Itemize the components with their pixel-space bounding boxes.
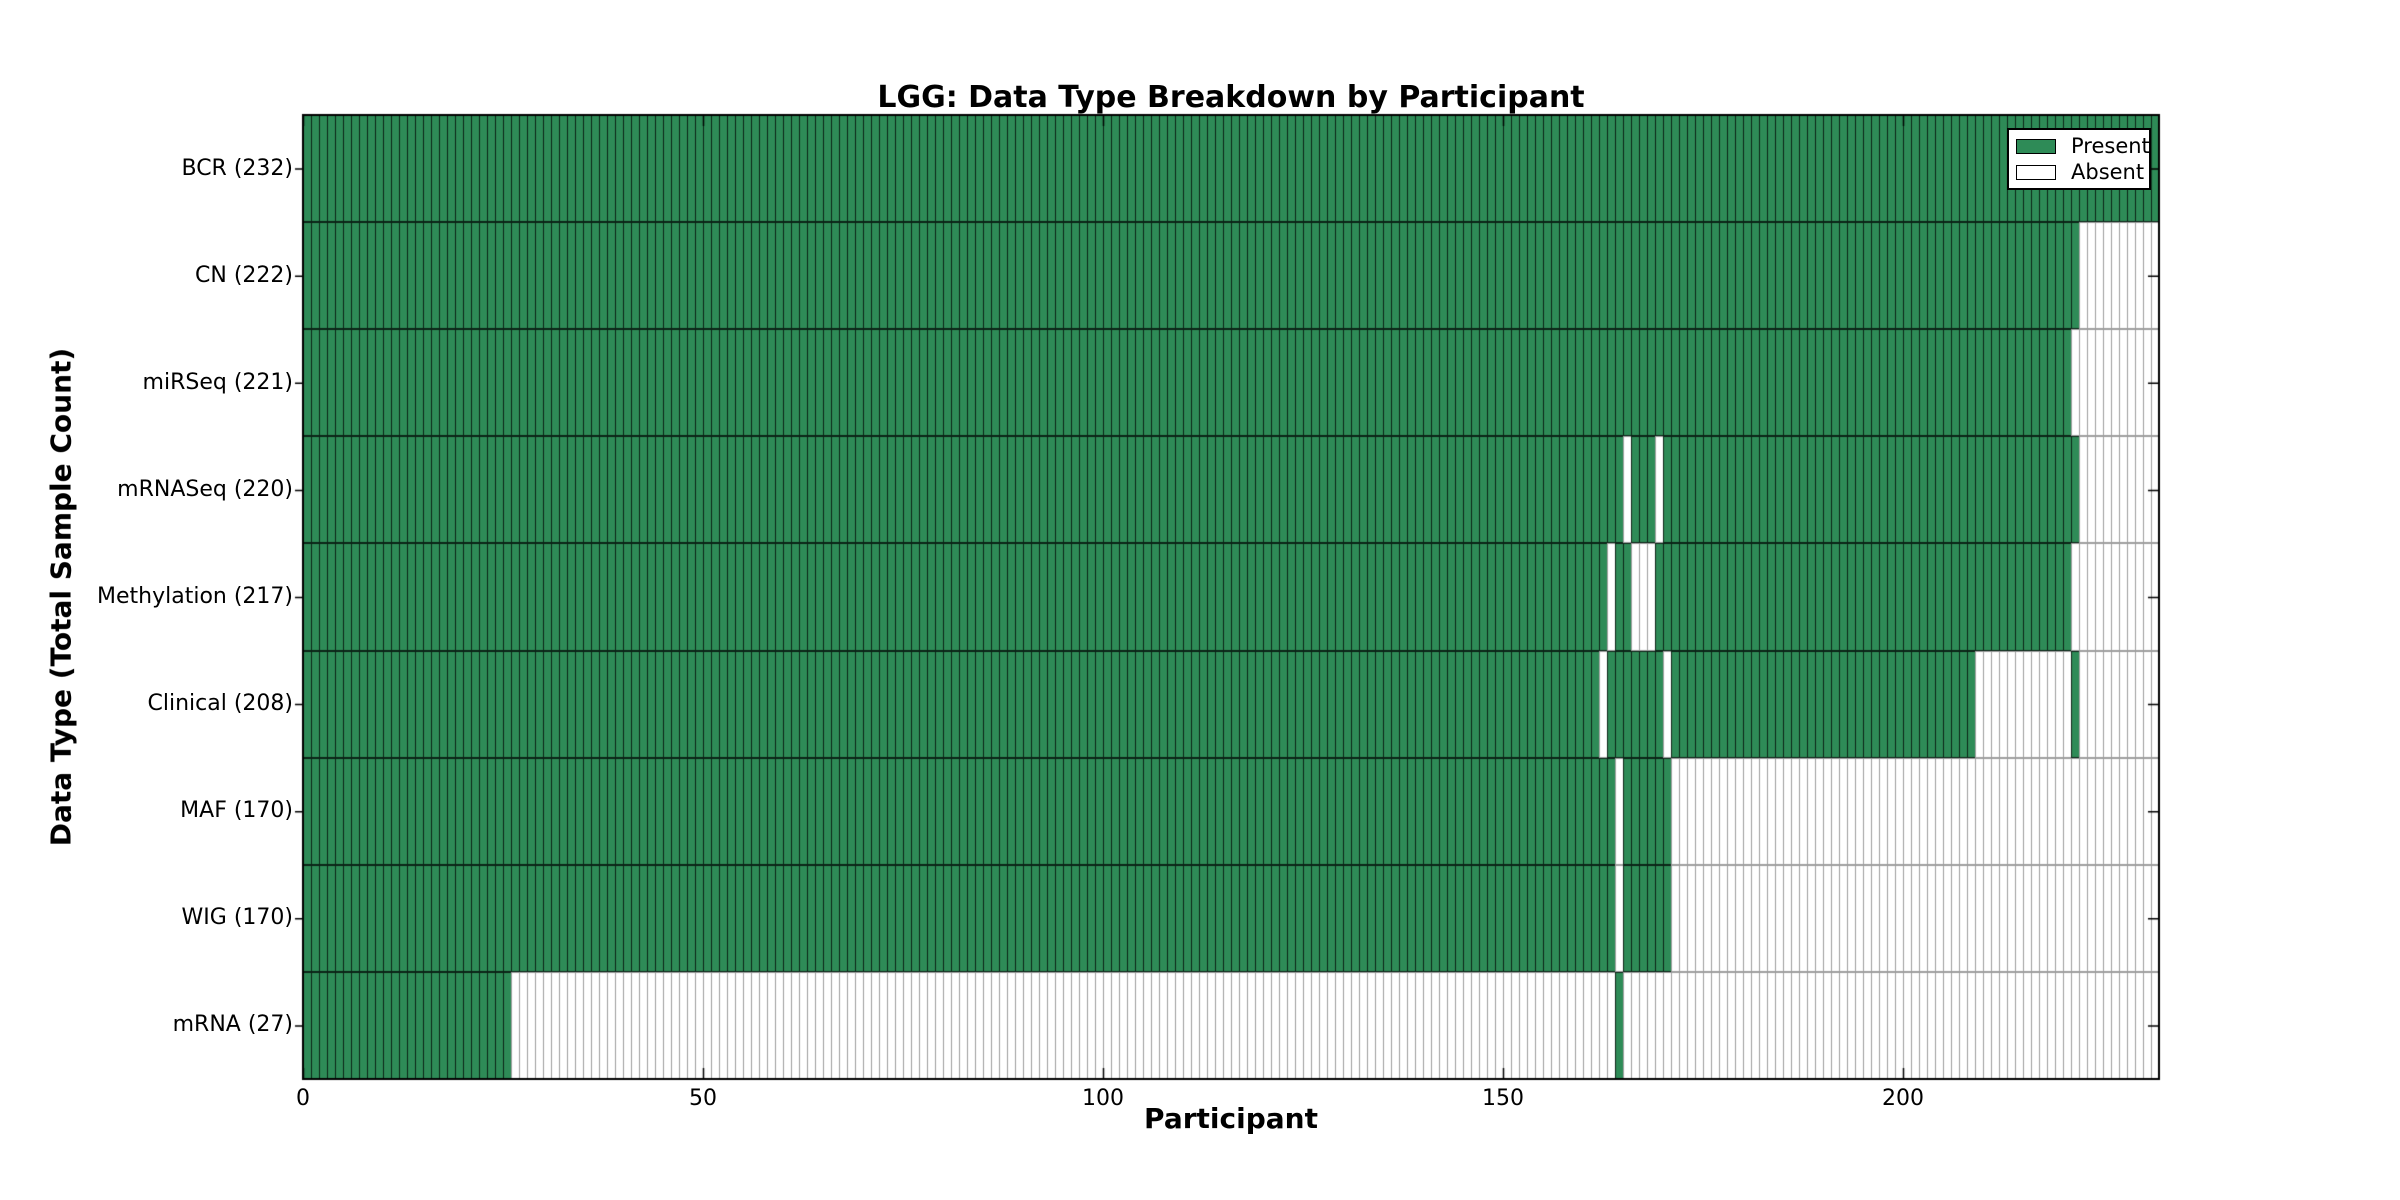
x-tick-label: 100 bbox=[1082, 1086, 1124, 1111]
x-tick-label: 0 bbox=[296, 1086, 310, 1111]
legend-present-swatch bbox=[2016, 138, 2056, 154]
legend-item-present: Present bbox=[2016, 135, 2150, 157]
y-tick-label: mRNASeq (220) bbox=[117, 476, 293, 502]
y-tick-label: Clinical (208) bbox=[147, 691, 293, 717]
x-tick-label: 200 bbox=[1882, 1086, 1924, 1111]
legend-present-label: Present bbox=[2071, 133, 2150, 158]
x-axis-label: Participant bbox=[1144, 1102, 1318, 1135]
x-tick-label: 150 bbox=[1482, 1086, 1524, 1111]
legend-item-absent: Absent bbox=[2016, 159, 2145, 184]
x-tick-label: 50 bbox=[689, 1086, 717, 1111]
y-tick-label: Methylation (217) bbox=[97, 584, 293, 609]
chart-title: LGG: Data Type Breakdown by Participant bbox=[877, 80, 1585, 115]
y-tick-label: mRNA (27) bbox=[172, 1012, 293, 1038]
y-tick-label: MAF (170) bbox=[180, 798, 293, 824]
legend-absent-label: Absent bbox=[2071, 159, 2145, 184]
y-tick-label: BCR (232) bbox=[181, 155, 293, 181]
y-tick-label: miRSeq (221) bbox=[142, 369, 293, 395]
legend-absent-swatch bbox=[2016, 164, 2056, 180]
y-tick-label: WIG (170) bbox=[181, 905, 293, 931]
legend: Present Absent bbox=[2007, 128, 2151, 190]
y-tick-label: CN (222) bbox=[195, 262, 293, 288]
y-axis-label: Data Type (Total Sample Count) bbox=[44, 347, 78, 847]
